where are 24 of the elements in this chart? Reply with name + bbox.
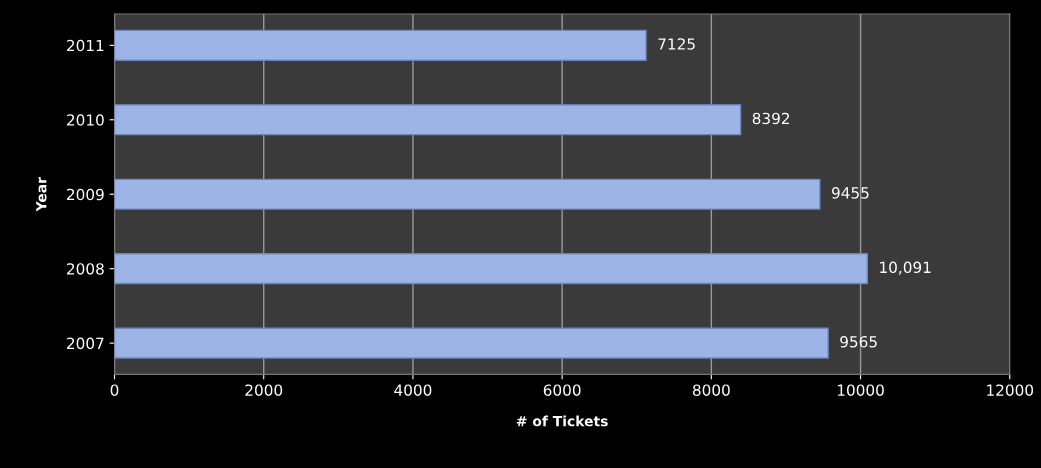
- x-tick-label: 10000: [837, 384, 884, 396]
- bar: [114, 104, 742, 136]
- x-tick-label: 2000: [245, 384, 283, 396]
- data-label: 7125: [658, 38, 695, 50]
- x-tick-label: 0: [110, 384, 119, 396]
- x-tick-label: 12000: [987, 384, 1034, 396]
- x-tick-label: 4000: [394, 384, 432, 396]
- y-tick-label: 2007: [67, 337, 104, 350]
- bar: [114, 178, 821, 210]
- y-tick-label: 2010: [67, 114, 104, 126]
- y-tick-label: 2008: [67, 263, 104, 275]
- data-label: 9565: [840, 336, 877, 348]
- bar: [114, 253, 869, 285]
- x-axis-title: # of Tickets: [516, 415, 608, 427]
- data-label: 8392: [752, 112, 790, 125]
- y-axis-title: Year: [36, 177, 47, 212]
- data-label: 10,091: [880, 261, 931, 275]
- data-label: 9455: [831, 187, 869, 199]
- y-tick-label: 2011: [67, 39, 104, 52]
- y-tick-label: 2009: [67, 188, 104, 201]
- bar: [114, 29, 647, 61]
- x-tick-label: 6000: [543, 384, 581, 396]
- bar: [114, 327, 829, 359]
- x-tick-label: 8000: [692, 384, 730, 396]
